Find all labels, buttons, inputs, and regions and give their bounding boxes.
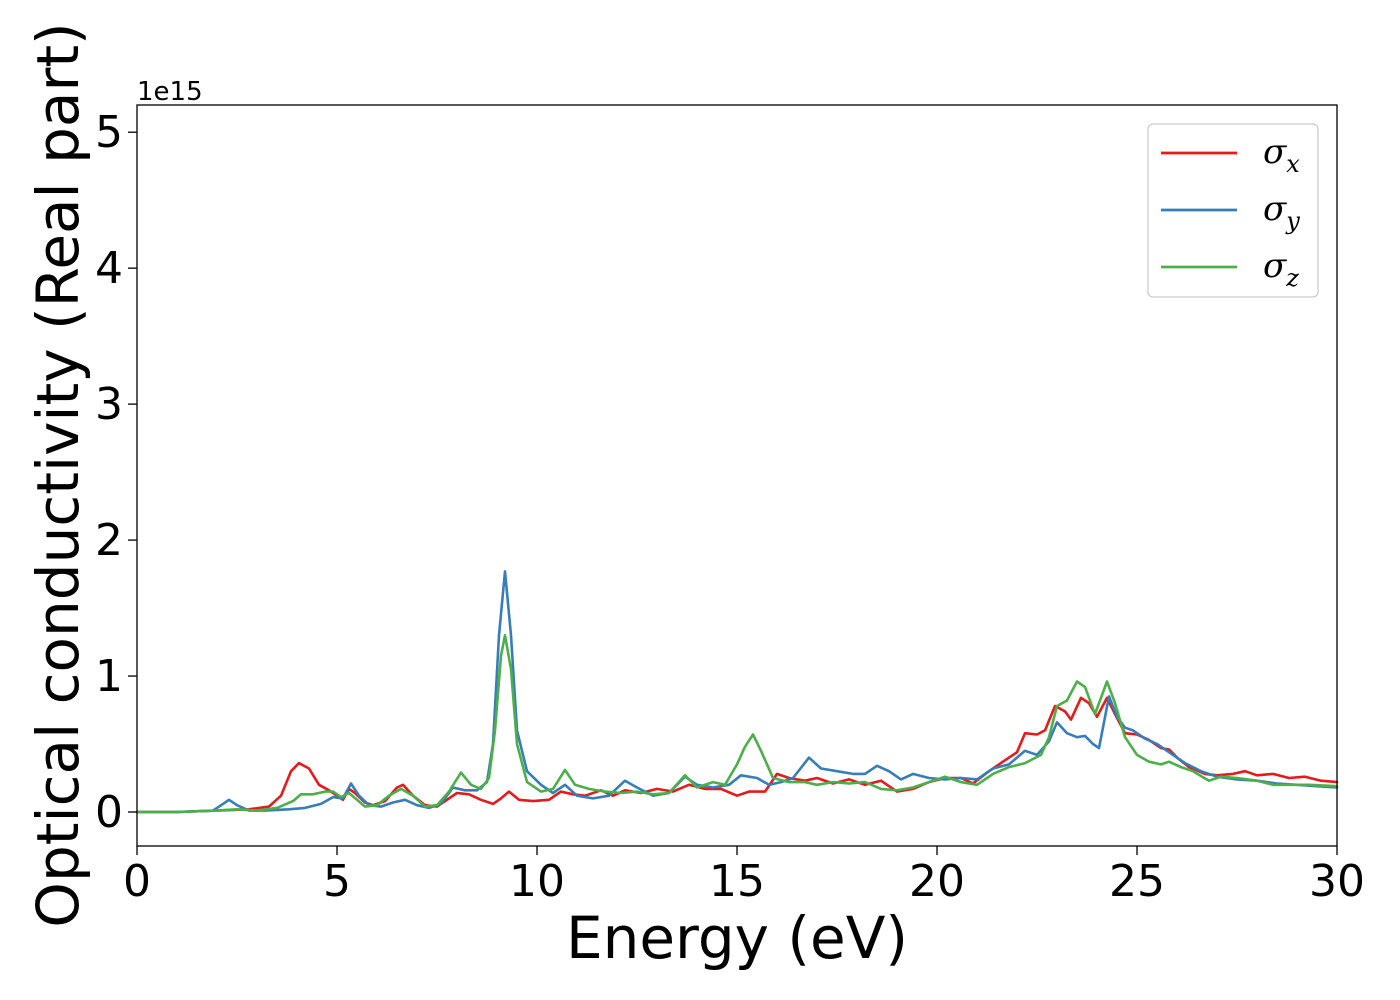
y-tick-label: 1 (95, 651, 123, 702)
y-tick-label: 2 (95, 515, 123, 566)
series-layer (135, 570, 1339, 814)
plot-area (137, 105, 1337, 846)
y-tick-label: 3 (95, 379, 123, 430)
series-line-sigma-z (135, 634, 1339, 814)
y-tick-label: 5 (95, 107, 123, 158)
x-tick-label: 0 (123, 856, 151, 907)
x-axis: 0 5 10 15 20 25 30 (123, 846, 1365, 907)
x-tick-label: 20 (909, 856, 965, 907)
x-tick-label: 25 (1109, 856, 1165, 907)
x-tick-label: 15 (709, 856, 765, 907)
x-tick-label: 5 (323, 856, 351, 907)
y-tick-label: 0 (95, 787, 123, 838)
y-tick-label: 4 (95, 243, 123, 294)
x-tick-label: 10 (509, 856, 565, 907)
y-axis-label: Optical conductivity (Real part) (24, 22, 92, 927)
y-offset-label: 1e15 (137, 77, 203, 107)
x-axis-label: Energy (eV) (566, 904, 908, 972)
y-axis: 0 1 2 3 4 5 (95, 107, 137, 838)
x-tick-label: 30 (1309, 856, 1365, 907)
